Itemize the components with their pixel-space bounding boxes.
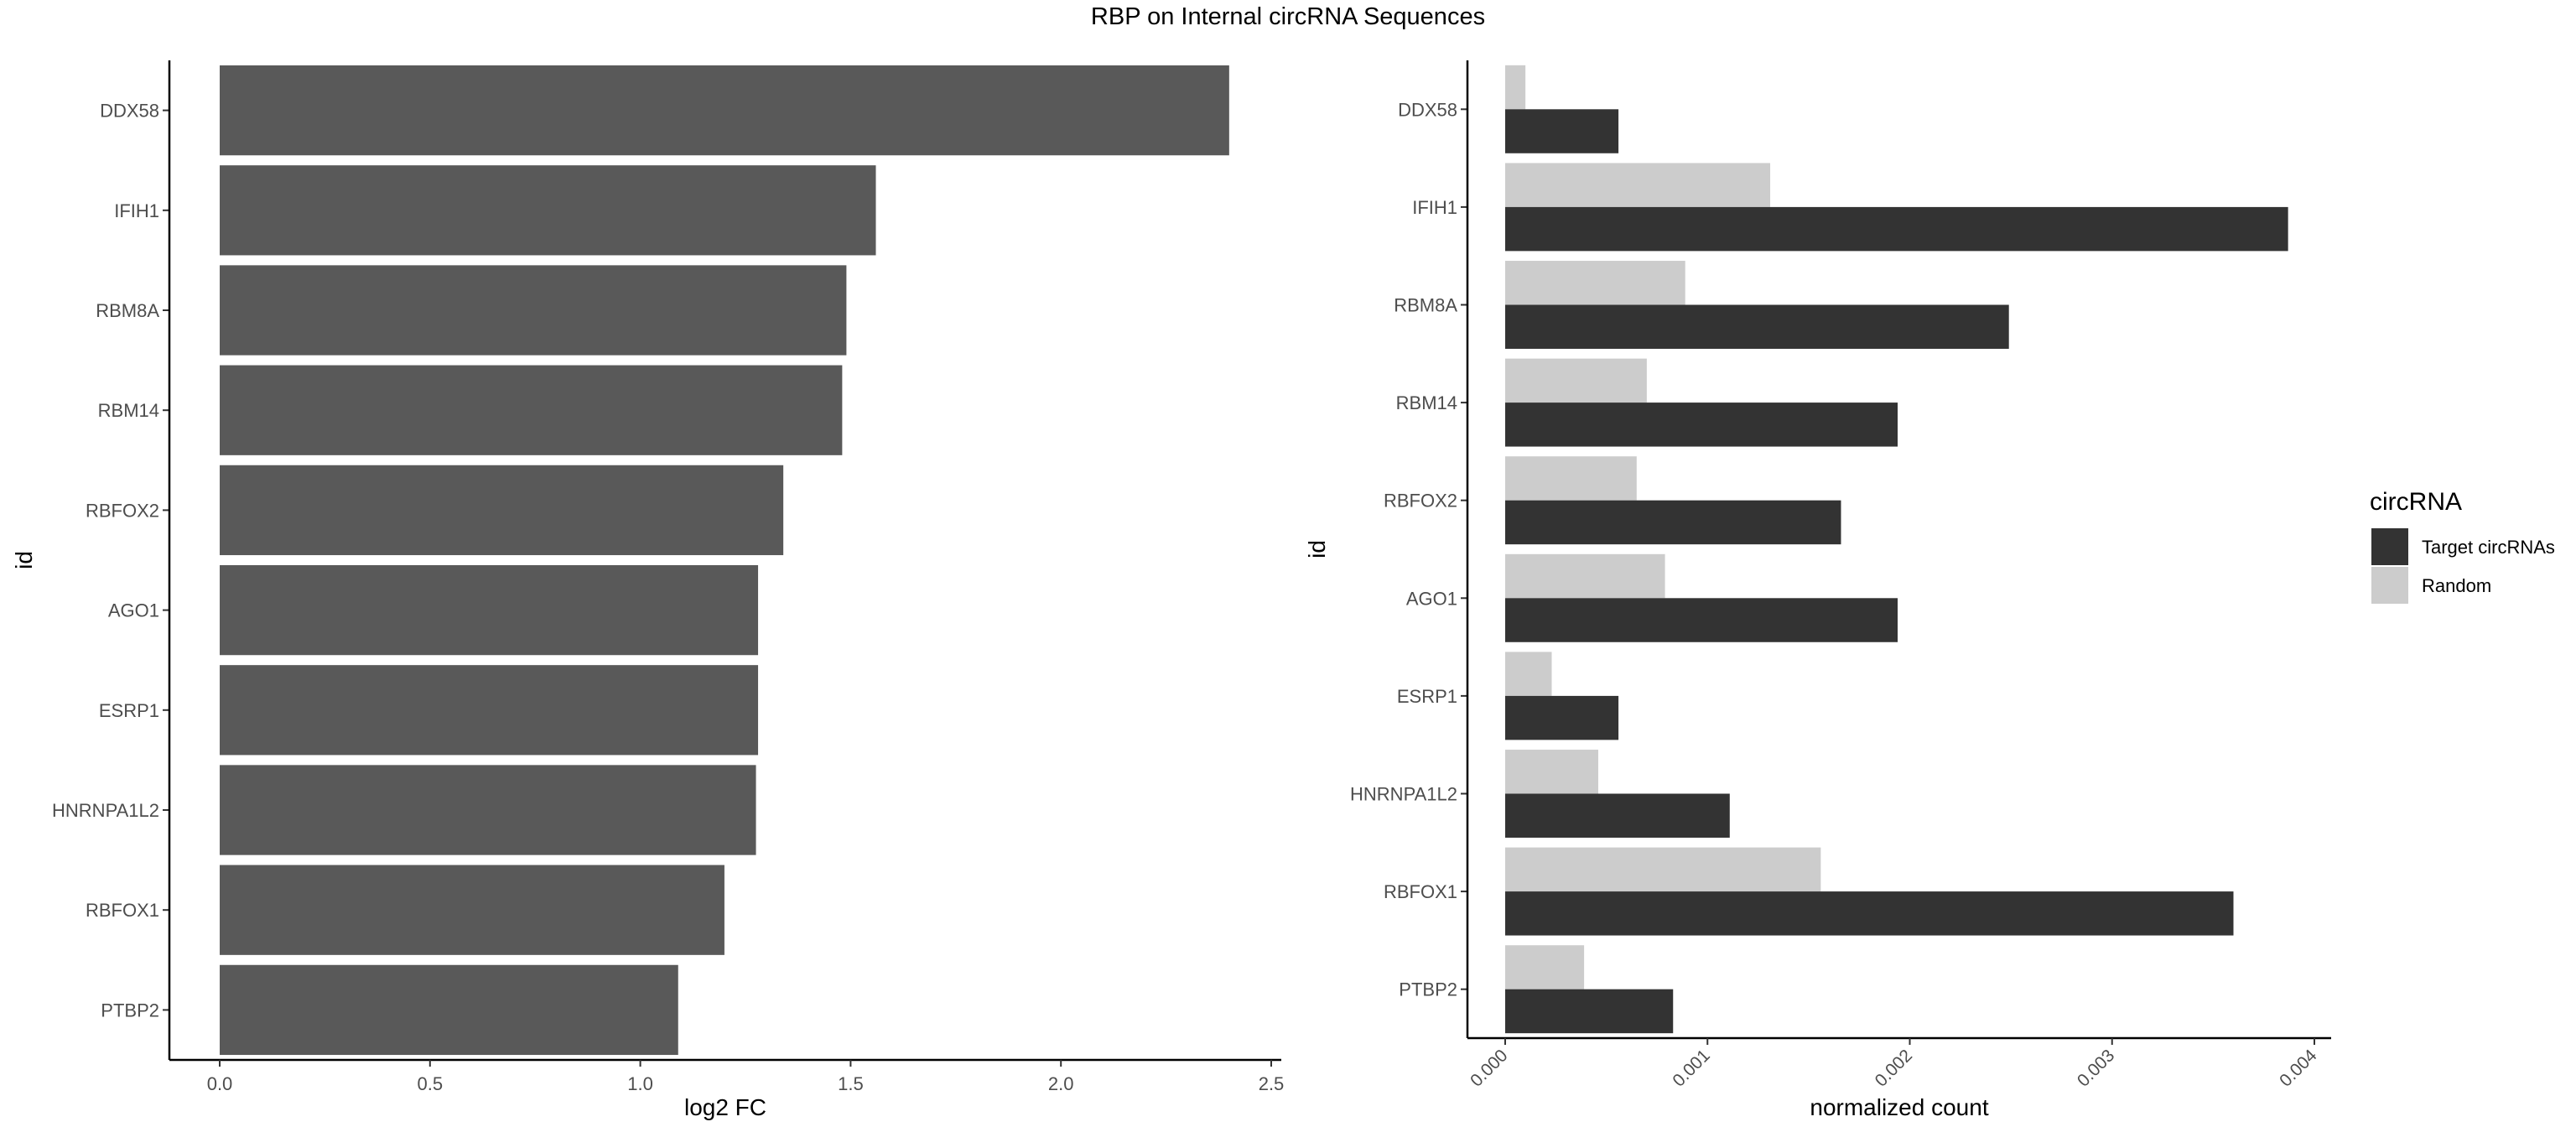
bar-log2fc-rbfox2 [220, 465, 784, 556]
bar-target-ptbp2 [1505, 989, 1674, 1034]
bar-target-rbm14 [1505, 402, 1898, 447]
bar-target-hnrnpa1l2 [1505, 793, 1730, 838]
bar-target-rbfox2 [1505, 500, 1841, 545]
bar-random-rbfox1 [1505, 847, 1821, 892]
x-tick-label: 2.0 [1048, 1073, 1074, 1094]
right-panel-normalized-count: DDX58 IFIH1 RBM8A RBM14 RBFOX2 AGO1 ESRP1 HNRNP… [1304, 60, 2331, 1120]
x-tick-label: 0.5 [418, 1073, 444, 1094]
y-tick-label-ddx58: DDX58 [1398, 99, 1457, 120]
bar-random-rbm8a [1505, 261, 1685, 305]
x-axis-title: normalized count [1810, 1094, 1988, 1120]
bar-log2fc-ifih1 [220, 165, 876, 256]
bar-target-ago1 [1505, 598, 1898, 642]
bar-random-hnrnpa1l2 [1505, 750, 1598, 794]
legend: circRNA Target circRNAs Random [2370, 488, 2555, 604]
y-tick-label-rbm8a: RBM8A [96, 300, 159, 321]
y-tick-label-ifih1: IFIH1 [1412, 197, 1457, 218]
x-tick-label: 0.000 [1467, 1046, 1511, 1090]
x-tick-label: 1.5 [838, 1073, 864, 1094]
y-tick-label-hnrnpa1l2: HNRNPA1L2 [52, 800, 159, 821]
bar-log2fc-rbm8a [220, 265, 847, 356]
x-axis-title: log2 FC [684, 1094, 766, 1120]
bar-log2fc-rbm14 [220, 365, 843, 455]
x-tick-label: 0.004 [2276, 1046, 2321, 1091]
left-panel-log2fc: DDX58 IFIH1 RBM8A RBM14 RBFOX2 AGO1 ESRP1 HNRNP… [11, 60, 1284, 1120]
y-tick-label-rbfox1: RBFOX1 [1384, 881, 1457, 902]
bar-random-ago1 [1505, 553, 1665, 599]
legend-swatch-random [2371, 567, 2408, 604]
y-tick-label-ago1: AGO1 [108, 600, 159, 621]
bar-log2fc-hnrnpa1l2 [220, 765, 756, 855]
y-tick-label-ptbp2: PTBP2 [101, 1000, 159, 1021]
bar-target-rbfox1 [1505, 891, 2234, 936]
bar-log2fc-ddx58 [220, 65, 1229, 156]
bar-log2fc-rbfox1 [220, 865, 724, 955]
y-axis-title: id [11, 551, 37, 569]
y-tick-label-ptbp2: PTBP2 [1399, 979, 1457, 1000]
y-tick-label-rbm8a: RBM8A [1394, 295, 1457, 316]
y-tick-label-rbfox2: RBFOX2 [1384, 491, 1457, 512]
bar-random-esrp1 [1505, 652, 1552, 696]
chart-title: RBP on Internal circRNA Sequences [1090, 3, 1486, 30]
x-tick-label: 0.003 [2074, 1046, 2118, 1090]
y-tick-label-esrp1: ESRP1 [1397, 686, 1457, 707]
y-tick-label-rbfox1: RBFOX1 [86, 900, 159, 921]
y-tick-label-rbfox2: RBFOX2 [86, 500, 159, 521]
bar-random-ddx58 [1505, 65, 1526, 110]
legend-label-random: Random [2422, 575, 2491, 596]
bar-log2fc-esrp1 [220, 665, 759, 756]
legend-swatch-target-circrnas [2371, 528, 2408, 565]
x-tick-label: 1.0 [627, 1073, 653, 1094]
y-tick-label-esrp1: ESRP1 [99, 700, 159, 721]
bar-target-rbm8a [1505, 304, 2009, 349]
y-tick-label-hnrnpa1l2: HNRNPA1L2 [1350, 784, 1457, 805]
y-tick-label-rbm14: RBM14 [98, 400, 159, 421]
x-tick-label: 0.0 [207, 1073, 233, 1094]
x-tick-label: 2.5 [1259, 1073, 1285, 1094]
y-tick-label-ddx58: DDX58 [100, 101, 159, 122]
legend-title: circRNA [2370, 488, 2462, 516]
bar-target-ifih1 [1505, 206, 2288, 252]
legend-label-target-circrnas: Target circRNAs [2422, 537, 2555, 558]
y-tick-label-ago1: AGO1 [1406, 588, 1457, 609]
x-tick-label: 0.002 [1872, 1046, 1916, 1090]
x-tick-label: 0.001 [1669, 1046, 1713, 1090]
y-tick-label-ifih1: IFIH1 [114, 200, 159, 221]
bar-random-ifih1 [1505, 163, 1771, 207]
y-tick-label-rbm14: RBM14 [1396, 392, 1457, 413]
bar-log2fc-ago1 [220, 564, 759, 656]
bar-random-rbm14 [1505, 358, 1647, 403]
bar-target-ddx58 [1505, 109, 1619, 153]
bar-random-ptbp2 [1505, 945, 1585, 989]
bar-log2fc-ptbp2 [220, 964, 678, 1056]
y-axis-title: id [1304, 540, 1330, 558]
bar-random-rbfox2 [1505, 456, 1637, 501]
bar-target-esrp1 [1505, 695, 1619, 740]
